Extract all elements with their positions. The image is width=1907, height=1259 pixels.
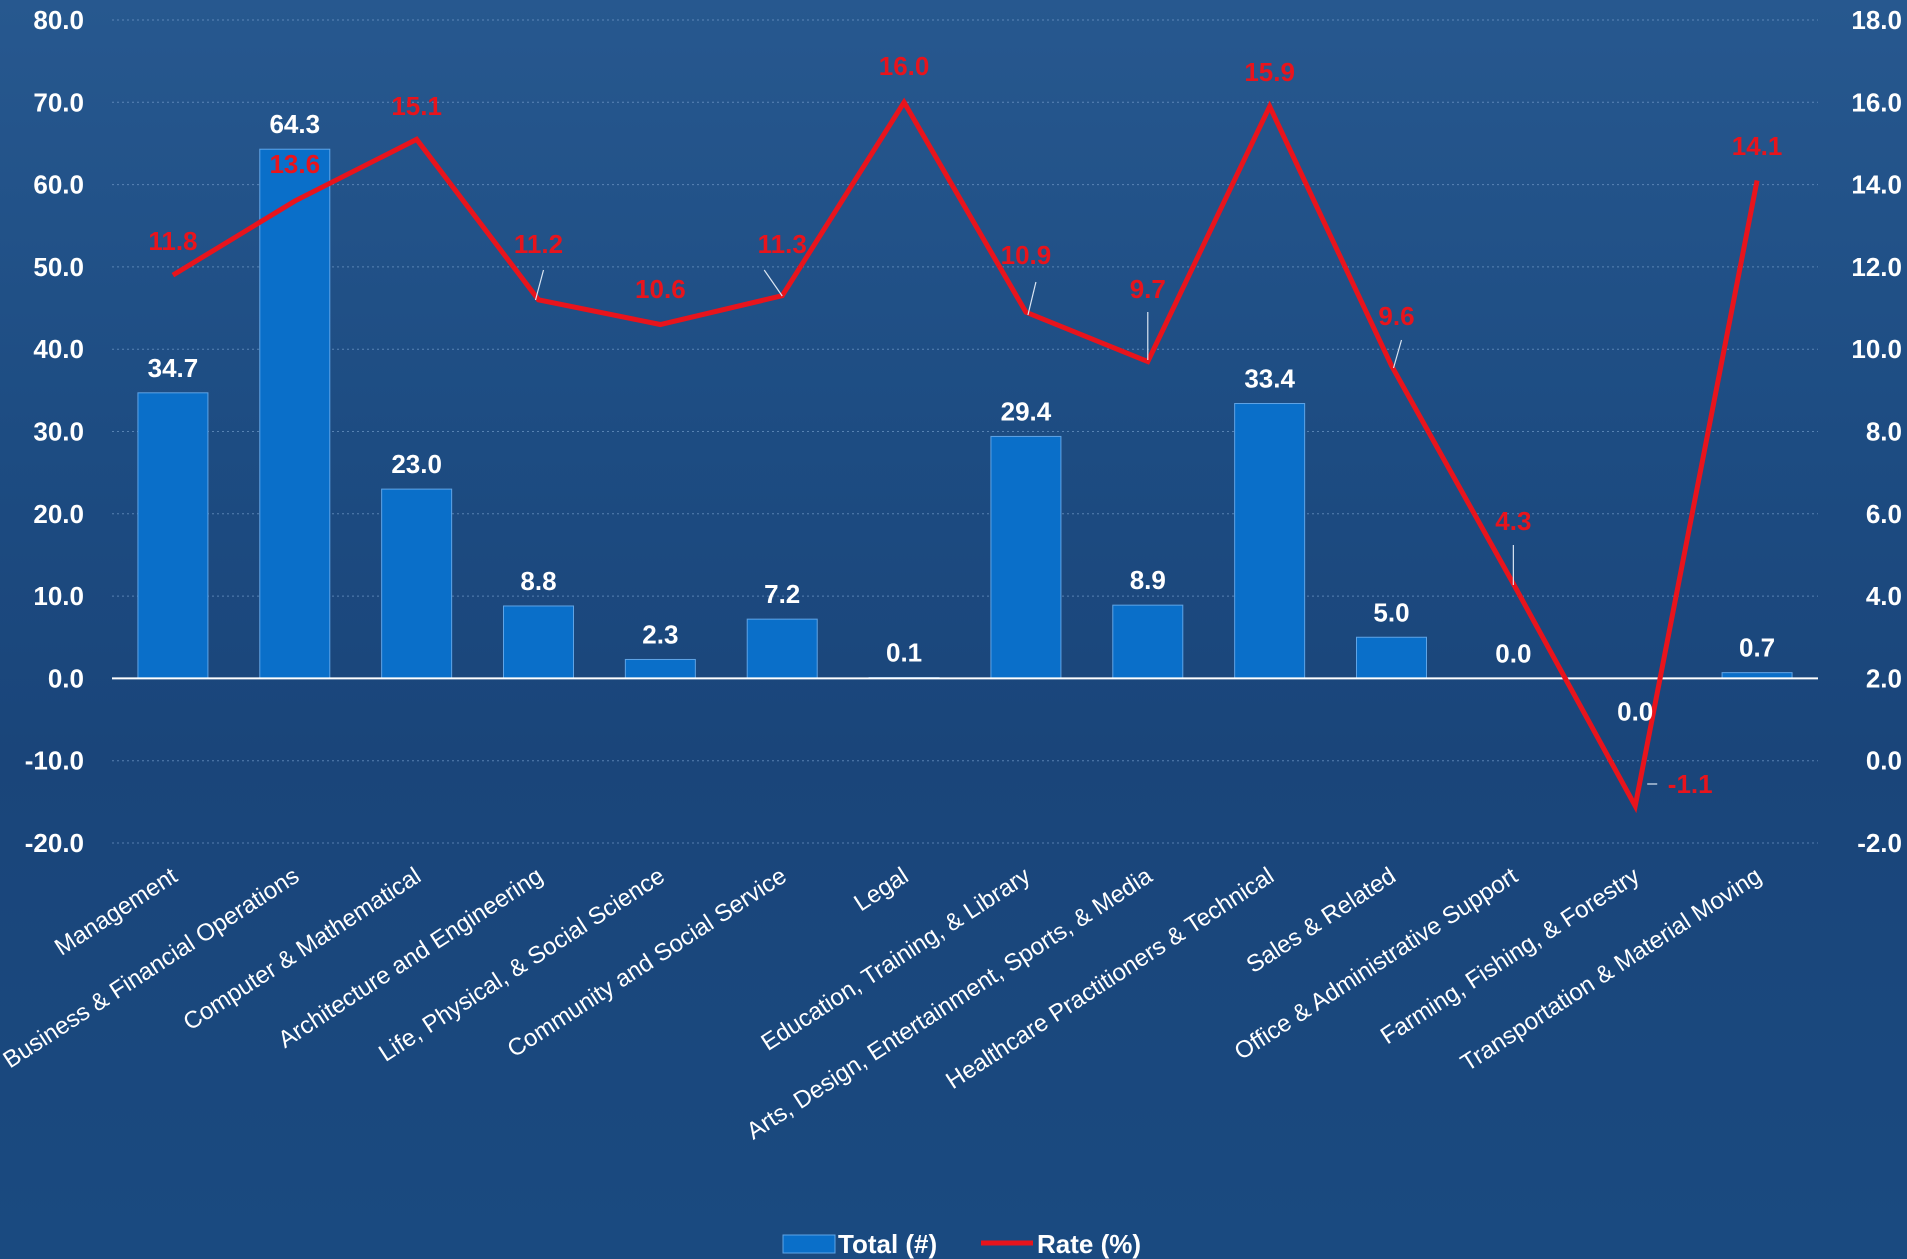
bar-total[interactable] [137, 392, 209, 679]
rate-data-label: 4.3 [1495, 506, 1531, 536]
bar-total[interactable] [1234, 403, 1306, 679]
rate-data-label: 15.1 [391, 91, 442, 121]
rate-line [171, 97, 1760, 814]
bar-data-label: 8.8 [520, 566, 556, 596]
left-tick-label: 70.0 [33, 87, 84, 117]
leader-line [1027, 281, 1037, 316]
bar-data-label: 64.3 [269, 109, 320, 139]
right-tick-label: 2.0 [1866, 663, 1902, 693]
right-tick-label: 6.0 [1866, 499, 1902, 529]
rate-data-labels: 11.8 13.6 15.1 11.2 10.6 11.3 16.0 10.9 9.7 15.9 9… [148, 51, 1782, 799]
left-tick-label: 20.0 [33, 499, 84, 529]
rate-data-label: 10.9 [1001, 240, 1052, 270]
bar-total[interactable] [503, 605, 574, 679]
bar-data-label: 0.0 [1495, 638, 1531, 668]
left-tick-label: -10.0 [25, 746, 84, 776]
left-tick-label: 10.0 [33, 581, 84, 611]
right-axis-ticks: 18.0 16.0 14.0 12.0 10.0 8.0 6.0 4.0 2.0 0.0 -2.0 [1851, 5, 1902, 858]
rate-data-label: 15.9 [1244, 57, 1295, 87]
bar-data-label: 8.9 [1130, 565, 1166, 595]
left-axis-ticks: 80.0 70.0 60.0 50.0 40.0 30.0 20.0 10.0 0.0 -10.0… [25, 5, 84, 858]
rate-series-line[interactable] [171, 97, 1760, 814]
bar-total[interactable] [624, 658, 696, 679]
bar-data-label: 0.0 [1617, 696, 1653, 726]
bar-data-label: 34.7 [148, 353, 199, 383]
bar-total[interactable] [381, 488, 453, 679]
rate-data-label: 9.7 [1130, 274, 1166, 304]
category-label: Computer & Mathematical [179, 862, 426, 1036]
leader-line [534, 269, 545, 301]
bar-data-label: 7.2 [764, 579, 800, 609]
bar-data-label: 2.3 [642, 619, 678, 649]
left-tick-label: 60.0 [33, 170, 84, 200]
left-tick-label: 40.0 [33, 334, 84, 364]
bar-data-label: 0.7 [1739, 633, 1775, 663]
right-tick-label: 14.0 [1851, 170, 1902, 200]
rate-data-label: 9.6 [1378, 301, 1414, 331]
left-tick-label: 0.0 [48, 663, 84, 693]
right-tick-label: -2.0 [1857, 828, 1902, 858]
rate-data-label: 14.1 [1732, 131, 1783, 161]
rate-data-label: 11.3 [758, 229, 807, 259]
right-tick-label: 12.0 [1851, 252, 1902, 282]
left-tick-label: 50.0 [33, 252, 84, 282]
bar-data-label: 29.4 [1001, 396, 1052, 426]
rate-data-label: 11.2 [514, 229, 563, 259]
right-tick-label: 8.0 [1866, 417, 1902, 447]
bar-total[interactable] [1112, 604, 1184, 679]
left-tick-label: 30.0 [33, 417, 84, 447]
right-tick-label: 10.0 [1851, 334, 1902, 364]
rate-data-label: -1.1 [1668, 769, 1713, 799]
bar-total[interactable] [746, 618, 818, 679]
gridlines [112, 19, 1818, 844]
bars [137, 148, 1793, 679]
legend-label-rate: Rate (%) [1037, 1229, 1141, 1259]
legend-swatch-total [782, 1234, 836, 1254]
right-tick-label: 18.0 [1851, 5, 1902, 35]
leader-line [763, 269, 783, 297]
bar-data-labels: 34.7 64.3 23.0 8.8 2.3 7.2 0.1 29.4 8.9 33.4 5.0 0.… [148, 109, 1776, 726]
rate-data-label: 10.6 [635, 274, 686, 304]
bar-data-label: 33.4 [1244, 364, 1295, 394]
category-label: Legal [849, 862, 913, 917]
bar-total[interactable] [990, 435, 1062, 679]
rate-data-label: 16.0 [879, 51, 930, 81]
bar-data-label: 0.1 [886, 638, 922, 668]
bar-total[interactable] [1356, 636, 1427, 679]
bar-data-label: 23.0 [391, 449, 442, 479]
bar-total[interactable] [259, 148, 331, 679]
right-tick-label: 4.0 [1866, 581, 1902, 611]
legend[interactable]: Total (#) Rate (%) [782, 1229, 1141, 1259]
rate-data-label: 13.6 [269, 149, 320, 179]
legend-label-total: Total (#) [838, 1229, 937, 1259]
right-tick-label: 16.0 [1851, 87, 1902, 117]
bar-data-label: 5.0 [1373, 597, 1409, 627]
leader-line [1392, 339, 1403, 369]
left-tick-label: -20.0 [25, 828, 84, 858]
rate-data-label: 11.8 [148, 226, 197, 256]
right-tick-label: 0.0 [1866, 746, 1902, 776]
left-tick-label: 80.0 [33, 5, 84, 35]
